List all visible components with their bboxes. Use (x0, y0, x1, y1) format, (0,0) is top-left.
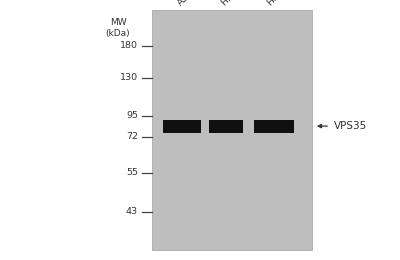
Bar (209, 120, 243, 133)
Text: H1299: H1299 (220, 0, 247, 8)
Bar (152, 10, 312, 250)
Bar (163, 120, 201, 133)
Text: VPS35: VPS35 (334, 121, 367, 131)
Text: 72: 72 (126, 132, 138, 141)
Text: 55: 55 (126, 168, 138, 177)
Text: 180: 180 (120, 41, 138, 50)
Text: 130: 130 (120, 74, 138, 82)
Bar (254, 120, 294, 133)
Text: MW
(kDa): MW (kDa) (106, 18, 130, 38)
Text: A549: A549 (176, 0, 198, 8)
Text: HCT116: HCT116 (266, 0, 297, 8)
Text: 95: 95 (126, 111, 138, 120)
Text: 43: 43 (126, 207, 138, 216)
